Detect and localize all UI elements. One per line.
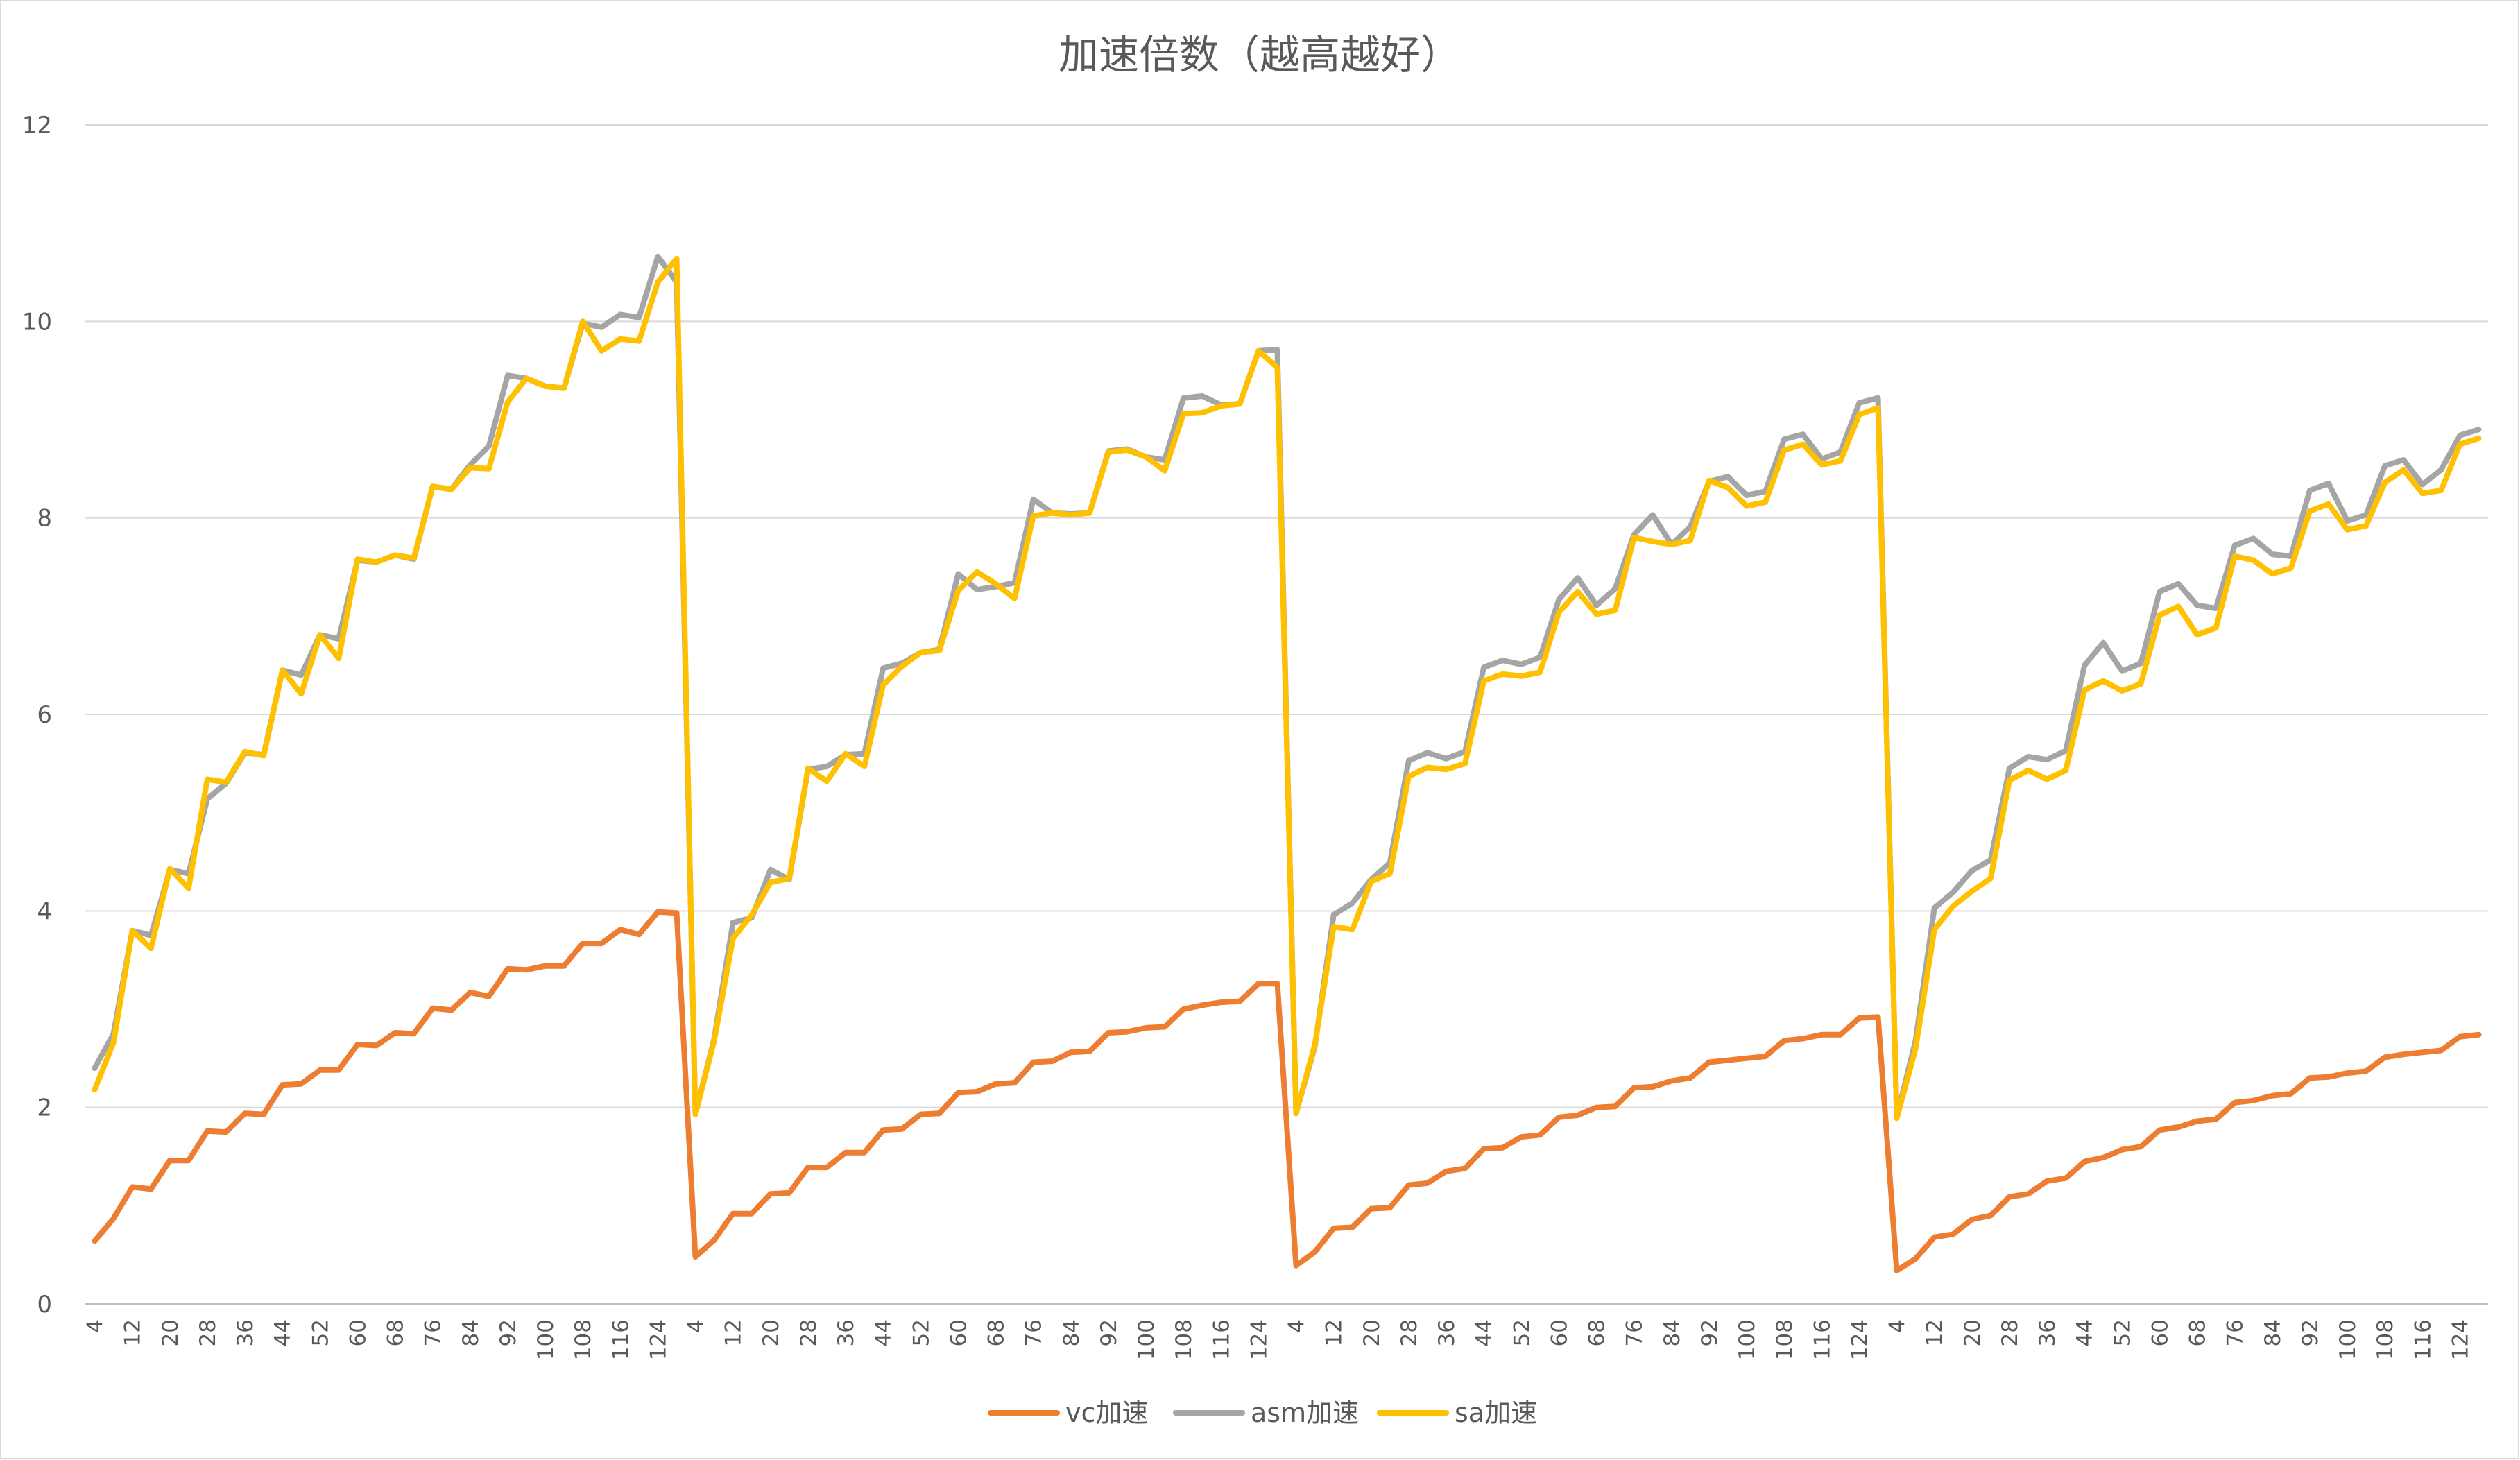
x-tick-label: 20 [1360,1319,1385,1346]
x-tick-label: 4 [1285,1319,1310,1333]
x-tick-label: 52 [1509,1319,1534,1346]
x-tick-label: 92 [496,1319,521,1346]
x-tick-label: 100 [1735,1319,1760,1360]
x-tick-label: 124 [646,1319,671,1360]
x-tick-label: 52 [909,1319,934,1346]
x-tick-label: 108 [2373,1319,2398,1360]
x-tick-label: 100 [2335,1319,2360,1360]
x-tick-label: 108 [571,1319,596,1360]
x-tick-label: 28 [1397,1319,1422,1346]
x-tick-label: 100 [1134,1319,1159,1360]
x-tick-label: 52 [308,1319,333,1346]
x-tick-label: 4 [83,1319,108,1333]
x-tick-label: 60 [946,1319,971,1346]
x-tick-label: 76 [1622,1319,1647,1346]
gridlines [85,124,2488,1305]
x-tick-label: 124 [1246,1319,1271,1360]
x-tick-label: 68 [1585,1319,1610,1346]
legend: vc加速 asm加速 sa加速 [988,1398,1537,1428]
x-tick-label: 20 [1960,1319,1985,1346]
x-tick-label: 124 [1847,1319,1872,1360]
x-tick-label: 52 [2110,1319,2135,1346]
x-tick-label: 60 [2148,1319,2172,1346]
x-tick-label: 84 [2261,1319,2286,1346]
x-tick-label: 12 [1923,1319,1948,1346]
x-tick-label: 116 [1810,1319,1835,1360]
x-tick-label: 116 [2410,1319,2435,1360]
x-tick-label: 44 [271,1319,295,1346]
y-tick-label: 8 [37,505,52,533]
x-tick-label: 36 [1434,1319,1459,1346]
x-tick-label: 84 [458,1319,483,1346]
x-tick-label: 100 [533,1319,558,1360]
x-tick-label: 68 [2186,1319,2211,1346]
series-lines [92,253,2482,1273]
x-tick-label: 28 [796,1319,821,1346]
y-tick-label: 4 [37,898,52,925]
x-tick-label: 108 [1772,1319,1797,1360]
x-tick-label: 12 [1322,1319,1347,1346]
x-tick-label: 28 [196,1319,221,1346]
x-tick-label: 92 [1097,1319,1122,1346]
x-tick-label: 84 [1660,1319,1685,1346]
x-tick-label: 76 [2223,1319,2248,1346]
legend-label: asm加速 [1251,1398,1359,1428]
x-tick-label: 28 [1998,1319,2023,1346]
x-tick-label: 92 [1697,1319,1722,1346]
y-axis-tick-labels: 0 2 4 6 8 10 12 [22,112,52,1319]
x-tick-label: 36 [834,1319,859,1346]
x-tick-label: 108 [1172,1319,1197,1360]
x-tick-label: 20 [759,1319,784,1346]
y-tick-label: 12 [22,112,52,139]
x-tick-label: 116 [608,1319,633,1360]
y-tick-label: 10 [22,308,52,336]
x-tick-label: 36 [233,1319,258,1346]
x-axis-tick-labels: 4 12 20 28 36 44 52 60 68 76 84 92 100 108 116 124 4 12 20… [83,1319,2474,1360]
x-tick-label: 44 [871,1319,896,1346]
x-tick-label: 60 [1547,1319,1572,1346]
legend-label: vc加速 [1065,1398,1148,1428]
x-tick-label: 4 [1885,1319,1910,1333]
x-tick-label: 60 [345,1319,370,1346]
y-tick-label: 0 [37,1291,52,1319]
y-tick-label: 2 [37,1094,52,1122]
x-tick-label: 124 [2448,1319,2473,1360]
x-tick-label: 76 [421,1319,446,1346]
x-tick-label: 92 [2298,1319,2323,1346]
x-tick-label: 12 [721,1319,746,1346]
x-tick-label: 84 [1059,1319,1084,1346]
x-tick-label: 12 [121,1319,146,1346]
x-tick-label: 44 [2073,1319,2098,1346]
chart-title: 加速倍数（越高越好） [1058,31,1461,78]
x-tick-label: 36 [2035,1319,2060,1346]
x-tick-label: 68 [384,1319,409,1346]
legend-label: sa加速 [1455,1398,1537,1428]
x-tick-label: 116 [1209,1319,1234,1360]
x-tick-label: 76 [1022,1319,1047,1346]
y-tick-label: 6 [37,701,52,729]
x-tick-label: 4 [684,1319,709,1333]
x-tick-label: 68 [984,1319,1009,1346]
series-line-2 [92,255,2482,1122]
series-line-0 [92,909,2482,1273]
x-tick-label: 20 [158,1319,183,1346]
x-tick-label: 44 [1472,1319,1497,1346]
